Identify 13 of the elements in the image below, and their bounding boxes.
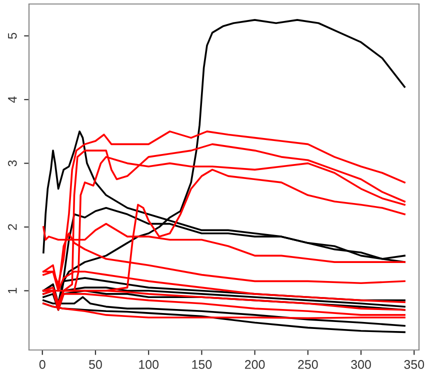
x-tick-label: 350 [404, 360, 424, 369]
x-tick-label: 50 [89, 360, 102, 369]
y-tick-label: 4 [8, 96, 17, 103]
y-tick-label: 1 [8, 288, 17, 294]
y-tick-label: 3 [8, 160, 17, 166]
x-tick-label: 250 [298, 360, 318, 369]
x-tick-label: 300 [351, 360, 371, 369]
y-tick-label: 5 [8, 32, 17, 39]
x-tick-label: 0 [39, 360, 46, 369]
y-tick-label: 2 [8, 224, 17, 230]
x-tick-label: 100 [139, 360, 159, 369]
x-tick-label: 150 [192, 360, 212, 369]
x-tick-label: 200 [245, 360, 265, 369]
